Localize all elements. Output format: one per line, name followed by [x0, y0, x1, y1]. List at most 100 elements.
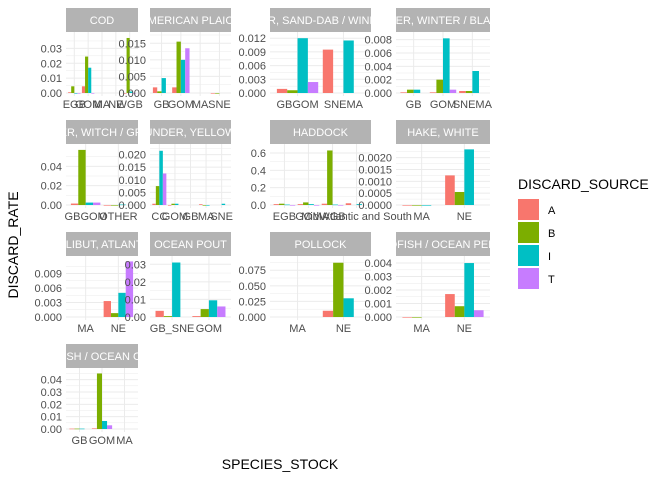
y-tick-label: 0.075	[238, 265, 266, 277]
x-tick-label: GOM	[196, 323, 222, 335]
bar	[199, 204, 203, 205]
bar	[284, 204, 290, 206]
y-tick-label: 0.005	[118, 71, 146, 83]
x-tick-label: MA	[413, 211, 430, 223]
x-tick-label: NE	[457, 211, 472, 223]
x-tick-label: GB	[154, 99, 170, 111]
bar	[332, 204, 338, 206]
y-tick-label: 0.0	[251, 200, 266, 212]
bar	[159, 150, 163, 205]
y-tick-label: 0.0000	[358, 200, 392, 212]
y-tick-label: 0.002	[364, 75, 392, 87]
facet-panels: COD0.000.010.020.03EGBGOMMANEWGBAMERICAN…	[14, 8, 536, 447]
bar	[102, 420, 108, 429]
facet-panel: FLOUNDER, SAND-DAB / WINDOWPANE0.0000.00…	[238, 8, 371, 111]
facet-strip-title: OCEAN POUT	[154, 239, 227, 251]
legend-key	[518, 245, 539, 266]
panel-background	[270, 144, 371, 208]
x-tick-label: SNE	[210, 211, 233, 223]
x-tick-label: NE	[457, 323, 472, 335]
bar	[111, 313, 119, 317]
y-tick-label: 0.000	[34, 312, 62, 324]
bar	[125, 261, 134, 317]
y-tick-label: 0.0015	[358, 164, 392, 176]
bar	[88, 67, 92, 93]
panel-background	[270, 32, 371, 96]
facet-strip	[66, 232, 138, 256]
bar	[132, 93, 136, 94]
bar	[85, 202, 93, 205]
bar	[152, 203, 156, 205]
bar	[79, 428, 85, 430]
bar	[174, 203, 179, 205]
x-tick-label: NE	[336, 323, 351, 335]
x-tick-label: GB	[406, 99, 422, 111]
bar	[287, 90, 298, 93]
bar	[176, 41, 181, 93]
bar	[206, 205, 210, 206]
x-tick-label: GOM	[168, 99, 194, 111]
bar	[276, 88, 288, 93]
bar	[77, 93, 81, 94]
bar	[322, 49, 334, 93]
facet-strip	[150, 120, 231, 144]
facet-panel: HALIBUT, ATLANTIC 0.000 0.003 0.006 0.009 MA N…	[34, 232, 138, 335]
bar	[167, 205, 172, 206]
bar	[464, 263, 474, 317]
x-tick-label: EGB	[63, 99, 86, 111]
bar	[215, 93, 220, 94]
bar	[118, 204, 126, 206]
bar	[303, 202, 309, 205]
bar	[107, 425, 113, 429]
y-tick-label: 0.02	[41, 181, 62, 193]
y-tick-label: 0.012	[238, 33, 266, 45]
x-tick-label: MA	[192, 99, 209, 111]
x-tick-label: Mid-Atlantic and South	[301, 211, 412, 223]
y-tick-label: 0.00	[41, 424, 62, 436]
bar	[321, 203, 328, 205]
facet-strip	[396, 120, 490, 144]
x-tick-label: NE	[111, 323, 126, 335]
y-tick-label: 0.008	[364, 35, 392, 47]
bar	[413, 89, 421, 93]
y-tick-label: 0.003	[34, 298, 62, 310]
bar	[69, 428, 75, 430]
legend-label: I	[548, 251, 551, 263]
y-tick-label: 0.000	[118, 88, 146, 100]
bar	[192, 316, 201, 317]
x-tick-label: MA	[289, 323, 306, 335]
y-tick-label: 0.015	[118, 162, 146, 174]
x-tick-label: MA	[94, 99, 111, 111]
legend-key	[518, 199, 539, 220]
y-tick-label: 0.000	[118, 200, 146, 212]
bar	[93, 202, 101, 205]
bar	[129, 91, 133, 93]
bar	[454, 306, 465, 317]
facet-strip	[150, 8, 231, 32]
y-tick-label: 0.02	[125, 277, 146, 289]
y-tick-label: 0.03	[41, 43, 62, 55]
bar	[279, 203, 285, 205]
bar	[78, 149, 86, 205]
bar	[71, 86, 75, 93]
facet-strip	[66, 120, 138, 144]
bar	[459, 91, 466, 93]
facet-strip-title: FLOUNDER, WITCH / GREY SOLE	[14, 127, 189, 139]
bar	[445, 175, 455, 205]
facet-panel: HADDOCK 0.0 0.2 0.4 0.6 EGB GOMWGBMid-Atlantic…	[251, 120, 412, 223]
bar	[445, 294, 455, 317]
bar	[327, 150, 333, 205]
bar	[161, 78, 166, 93]
facet-strip-title: WOLFFISH / OCEAN CATFISH	[25, 351, 179, 363]
y-tick-label: 0.02	[41, 58, 62, 70]
bar	[443, 38, 450, 93]
y-tick-label: 0.6	[251, 148, 266, 160]
y-tick-label: 0.03	[125, 259, 146, 271]
facet-strip-title: FLOUNDER, WINTER / BLACKBACK	[350, 15, 536, 27]
y-tick-label: 0.01	[41, 412, 62, 424]
x-axis-title: SPECIES_STOCK	[222, 456, 339, 472]
bar	[126, 37, 130, 93]
x-tick-label: MA	[413, 323, 430, 335]
bar	[210, 93, 216, 94]
panel-background	[396, 144, 490, 208]
